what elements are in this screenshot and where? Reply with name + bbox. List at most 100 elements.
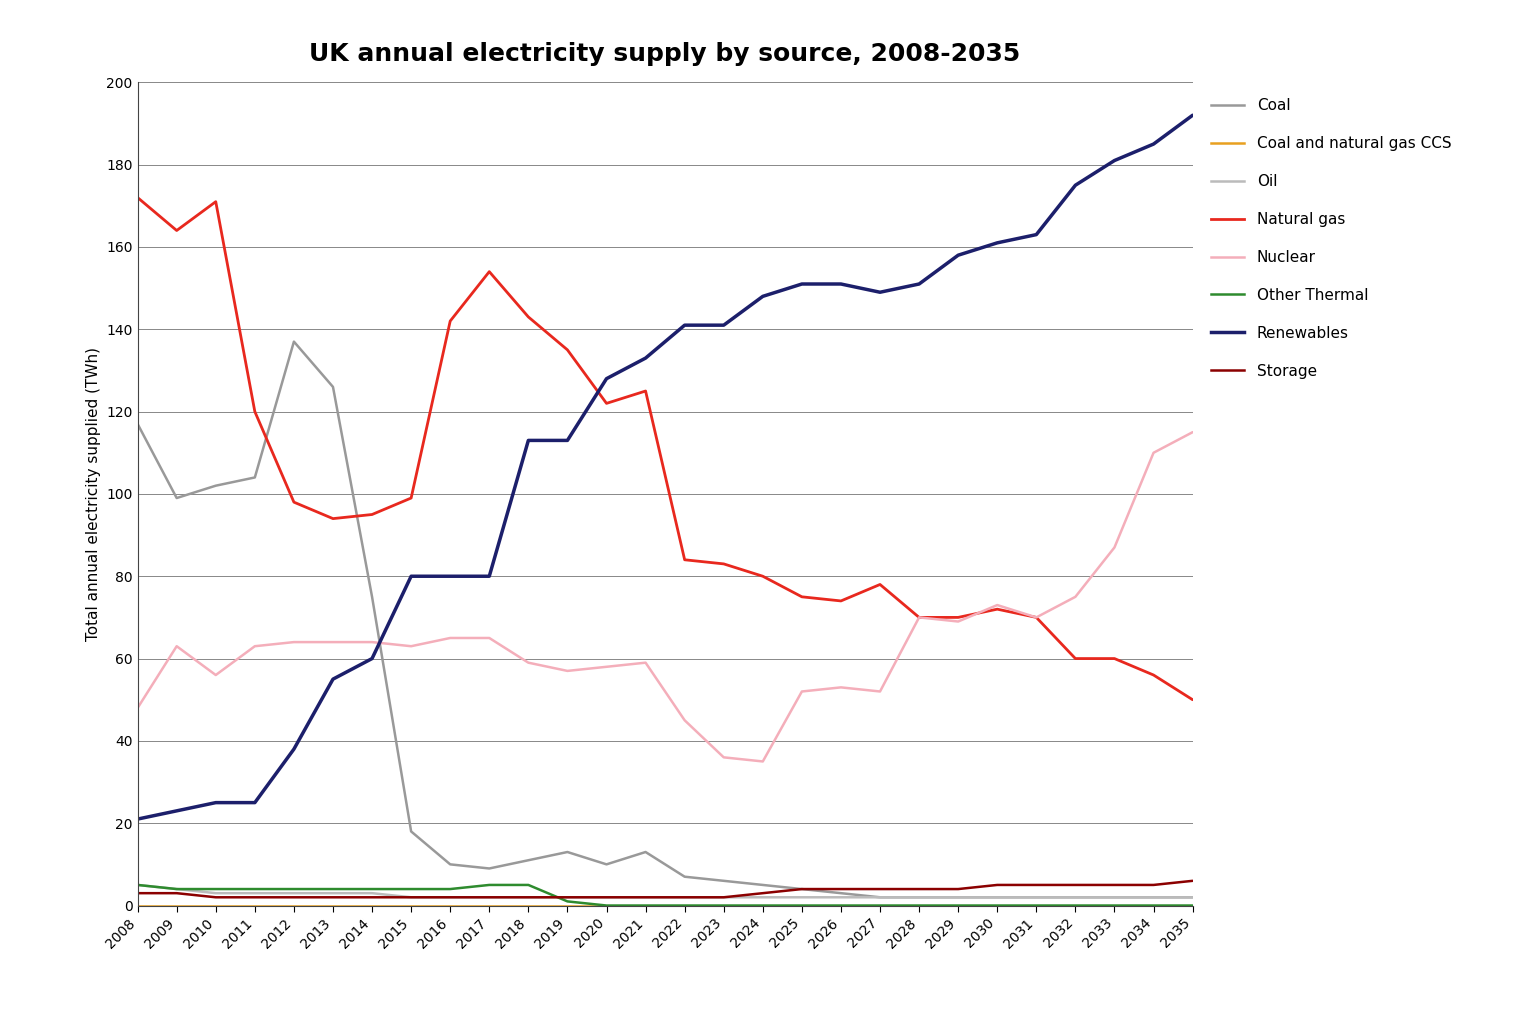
- Coal and natural gas CCS: [206, 899, 225, 912]
- Renewables: [872, 286, 890, 298]
- Other Thermal: [206, 883, 225, 895]
- Legend: Coal, Coal and natural gas CCS, Oil, Natural gas, Nuclear, Other Thermal, Renewa: Coal, Coal and natural gas CCS, Oil, Nat…: [1211, 98, 1451, 379]
- Nuclear: [246, 640, 265, 652]
- Storage: [950, 883, 968, 895]
- Other Thermal: [988, 899, 1006, 912]
- Renewables: [440, 570, 459, 582]
- Storage: [206, 891, 225, 903]
- Coal and natural gas CCS: [362, 899, 381, 912]
- Storage: [128, 887, 147, 899]
- Oil: [754, 891, 772, 903]
- Oil: [324, 887, 342, 899]
- Storage: [402, 891, 420, 903]
- Natural gas: [1105, 652, 1124, 665]
- Other Thermal: [1066, 899, 1084, 912]
- Oil: [558, 891, 576, 903]
- Renewables: [480, 570, 498, 582]
- Coal: [362, 591, 381, 603]
- Renewables: [246, 796, 265, 809]
- Oil: [792, 891, 810, 903]
- Natural gas: [284, 496, 303, 508]
- Coal and natural gas CCS: [402, 899, 420, 912]
- Coal and natural gas CCS: [872, 899, 890, 912]
- Line: Other Thermal: Other Thermal: [138, 885, 1193, 906]
- Storage: [440, 891, 459, 903]
- Coal and natural gas CCS: [284, 899, 303, 912]
- Coal and natural gas CCS: [714, 899, 732, 912]
- Natural gas: [910, 611, 928, 624]
- Other Thermal: [1144, 899, 1162, 912]
- Renewables: [988, 237, 1006, 249]
- Storage: [754, 887, 772, 899]
- Storage: [988, 879, 1006, 891]
- Nuclear: [1144, 447, 1162, 459]
- Renewables: [324, 673, 342, 685]
- Other Thermal: [1183, 899, 1202, 912]
- Renewables: [1027, 228, 1046, 241]
- Coal: [950, 891, 968, 903]
- Coal and natural gas CCS: [558, 899, 576, 912]
- Coal and natural gas CCS: [246, 899, 265, 912]
- Coal and natural gas CCS: [598, 899, 616, 912]
- Line: Nuclear: Nuclear: [138, 432, 1193, 761]
- Coal: [792, 883, 810, 895]
- Natural gas: [402, 492, 420, 504]
- Other Thermal: [520, 879, 538, 891]
- Oil: [988, 891, 1006, 903]
- Nuclear: [1183, 426, 1202, 438]
- Storage: [520, 891, 538, 903]
- Coal: [206, 480, 225, 492]
- Natural gas: [558, 344, 576, 356]
- Storage: [558, 891, 576, 903]
- Coal: [558, 846, 576, 858]
- Coal: [714, 875, 732, 887]
- Oil: [910, 891, 928, 903]
- Oil: [362, 887, 381, 899]
- Natural gas: [988, 603, 1006, 615]
- Renewables: [598, 372, 616, 385]
- Renewables: [168, 805, 187, 817]
- Renewables: [714, 319, 732, 331]
- Nuclear: [676, 714, 694, 726]
- Coal and natural gas CCS: [1183, 899, 1202, 912]
- Other Thermal: [1027, 899, 1046, 912]
- Renewables: [950, 249, 968, 261]
- Nuclear: [128, 702, 147, 714]
- Oil: [480, 891, 498, 903]
- Natural gas: [520, 311, 538, 323]
- Coal and natural gas CCS: [1027, 899, 1046, 912]
- Oil: [676, 891, 694, 903]
- Coal and natural gas CCS: [520, 899, 538, 912]
- Storage: [1027, 879, 1046, 891]
- Oil: [206, 887, 225, 899]
- Renewables: [1144, 138, 1162, 150]
- Nuclear: [284, 636, 303, 648]
- Line: Renewables: Renewables: [138, 115, 1193, 819]
- Storage: [284, 891, 303, 903]
- Natural gas: [324, 512, 342, 525]
- Nuclear: [206, 669, 225, 681]
- Coal: [402, 825, 420, 838]
- Natural gas: [1066, 652, 1084, 665]
- Oil: [1144, 891, 1162, 903]
- Coal: [324, 381, 342, 393]
- Oil: [168, 883, 187, 895]
- Storage: [598, 891, 616, 903]
- Natural gas: [1183, 694, 1202, 706]
- Storage: [832, 883, 850, 895]
- Oil: [1105, 891, 1124, 903]
- Natural gas: [246, 405, 265, 418]
- Coal: [1066, 891, 1084, 903]
- Nuclear: [1027, 611, 1046, 624]
- Storage: [636, 891, 654, 903]
- Renewables: [362, 652, 381, 665]
- Renewables: [520, 434, 538, 447]
- Nuclear: [362, 636, 381, 648]
- Storage: [872, 883, 890, 895]
- Natural gas: [1144, 669, 1162, 681]
- Nuclear: [324, 636, 342, 648]
- Natural gas: [754, 570, 772, 582]
- Coal: [1027, 891, 1046, 903]
- Other Thermal: [362, 883, 381, 895]
- Oil: [402, 891, 420, 903]
